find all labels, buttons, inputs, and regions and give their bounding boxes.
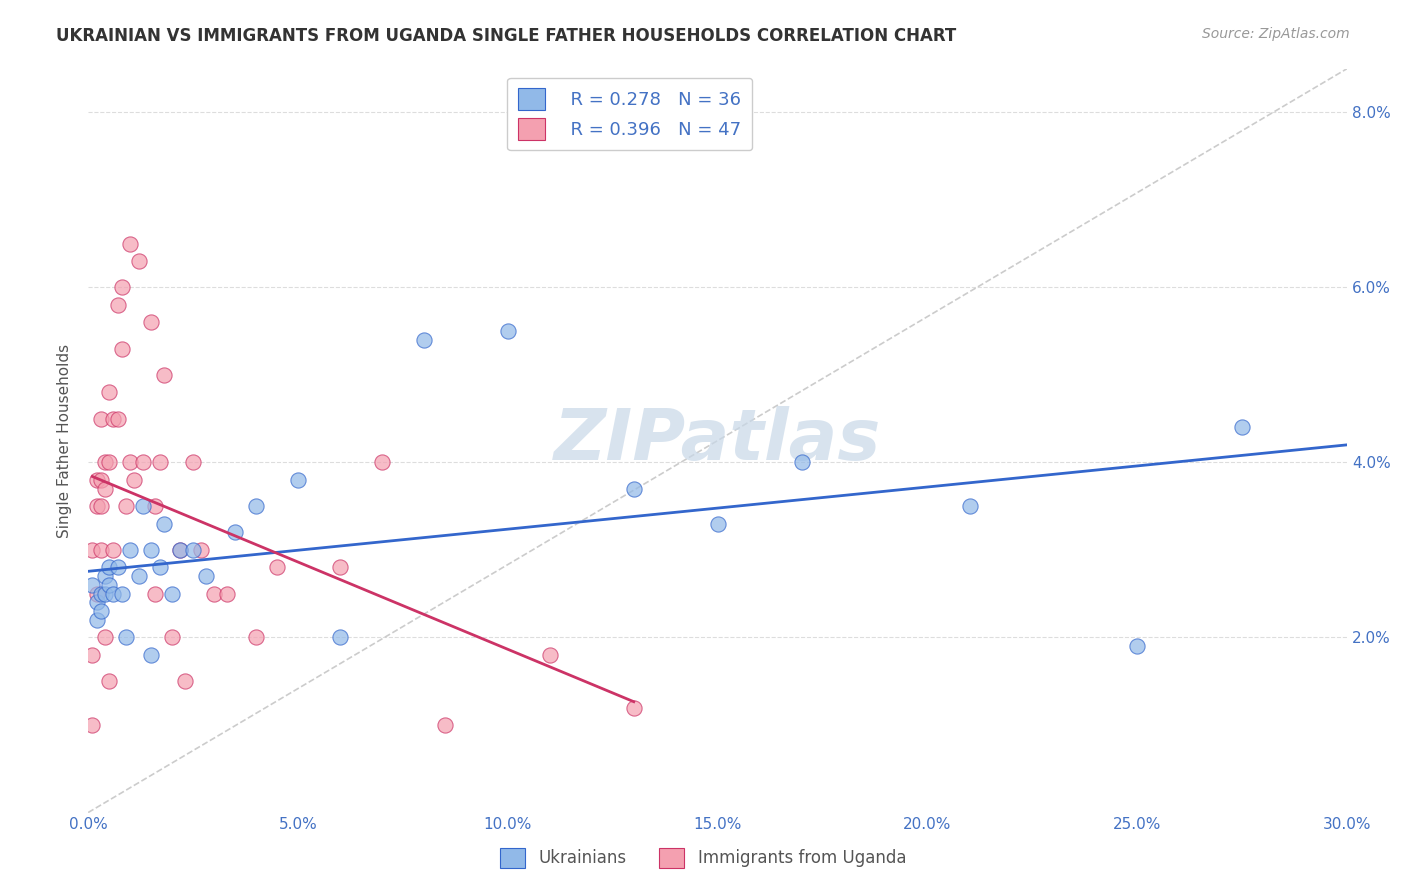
Point (266, 560, 288, 574)
Point (120, 543, 142, 558)
Point (215, 587, 238, 601)
Y-axis label: Single Father Households: Single Father Households (58, 343, 72, 538)
Point (107, 560, 129, 574)
Point (790, 455, 813, 469)
Point (190, 543, 212, 558)
Point (245, 499, 267, 513)
Point (86, 499, 108, 513)
Point (115, 499, 138, 513)
Point (82, 648, 104, 662)
Point (98, 385, 121, 400)
Point (287, 473, 309, 487)
Point (959, 499, 981, 513)
Point (1232, 420, 1254, 434)
Point (103, 411, 125, 425)
Point (128, 254, 150, 268)
Point (86, 613, 108, 627)
Point (496, 324, 519, 338)
Point (90, 543, 112, 558)
Point (86, 587, 108, 601)
Point (86, 473, 108, 487)
Point (90, 473, 112, 487)
Point (329, 631, 352, 645)
Point (103, 543, 125, 558)
Point (103, 587, 125, 601)
Point (90, 604, 112, 618)
Point (433, 718, 456, 732)
Point (160, 631, 183, 645)
Point (169, 543, 191, 558)
Point (98, 560, 121, 574)
Point (115, 631, 138, 645)
Point (623, 700, 645, 714)
Point (194, 569, 217, 583)
Point (538, 648, 561, 662)
Point (128, 569, 150, 583)
Point (143, 499, 166, 513)
Point (132, 499, 155, 513)
Point (90, 587, 112, 601)
Point (202, 587, 225, 601)
Point (143, 587, 166, 601)
Point (371, 455, 394, 469)
Point (152, 516, 174, 531)
Legend: Ukrainians, Immigrants from Uganda: Ukrainians, Immigrants from Uganda (494, 841, 912, 875)
Point (181, 455, 204, 469)
Point (152, 368, 174, 382)
Point (94, 587, 117, 601)
Point (107, 411, 129, 425)
Point (139, 315, 162, 329)
Point (1126, 639, 1149, 653)
Point (98, 674, 121, 689)
Text: ZIPatlas: ZIPatlas (554, 406, 882, 475)
Point (82, 718, 104, 732)
Point (98, 455, 121, 469)
Point (124, 473, 146, 487)
Point (82, 578, 104, 592)
Point (139, 543, 162, 558)
Point (148, 560, 170, 574)
Point (329, 560, 352, 574)
Point (413, 333, 436, 347)
Point (139, 648, 162, 662)
Point (90, 499, 112, 513)
Point (86, 595, 108, 609)
Point (120, 455, 142, 469)
Point (82, 543, 104, 558)
Point (160, 587, 183, 601)
Point (111, 342, 134, 356)
Point (173, 674, 195, 689)
Point (148, 455, 170, 469)
Point (90, 411, 112, 425)
Point (94, 631, 117, 645)
Point (111, 587, 134, 601)
Legend:   R = 0.278   N = 36,   R = 0.396   N = 47: R = 0.278 N = 36, R = 0.396 N = 47 (508, 78, 752, 151)
Point (107, 298, 129, 312)
Point (169, 543, 191, 558)
Point (245, 631, 267, 645)
Text: UKRAINIAN VS IMMIGRANTS FROM UGANDA SINGLE FATHER HOUSEHOLDS CORRELATION CHART: UKRAINIAN VS IMMIGRANTS FROM UGANDA SING… (56, 27, 956, 45)
Point (224, 525, 246, 540)
Point (120, 236, 142, 251)
Point (98, 578, 121, 592)
Point (94, 455, 117, 469)
Text: Source: ZipAtlas.com: Source: ZipAtlas.com (1202, 27, 1350, 41)
Point (94, 482, 117, 496)
Point (94, 569, 117, 583)
Point (623, 482, 645, 496)
Point (132, 455, 155, 469)
Point (706, 516, 728, 531)
Point (111, 280, 134, 294)
Point (181, 543, 204, 558)
